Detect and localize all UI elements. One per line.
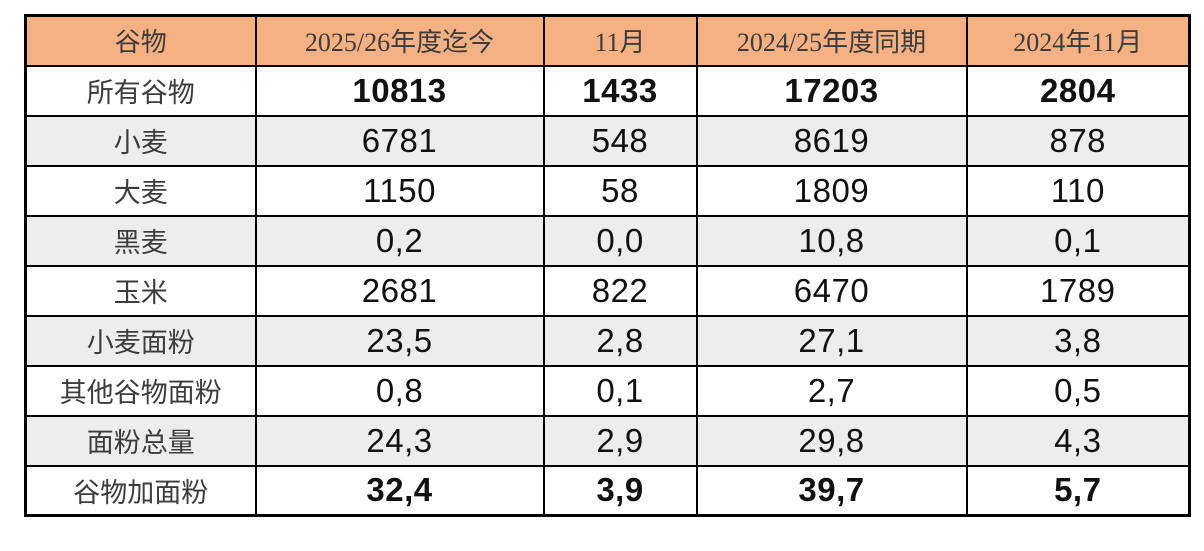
cell-value: 2,8	[542, 314, 698, 367]
column-header: 2024年11月	[965, 14, 1191, 67]
row-label: 小麦	[24, 114, 257, 167]
row-label: 玉米	[24, 264, 257, 317]
cell-value: 1809	[695, 164, 968, 217]
column-header: 谷物	[24, 14, 257, 67]
cell-value: 0,1	[542, 364, 698, 417]
row-label: 谷物加面粉	[24, 464, 257, 517]
cell-value: 2681	[254, 264, 545, 317]
cell-value: 0,1	[965, 214, 1191, 267]
cell-value: 3,9	[542, 464, 698, 517]
row-label: 所有谷物	[24, 64, 257, 117]
table-header: 谷物 2025/26年度迄今 11月 2024/25年度同期 2024年11月	[24, 14, 1191, 67]
column-header: 2025/26年度迄今	[254, 14, 545, 67]
table-row: 谷物加面粉 32,4 3,9 39,7 5,7	[24, 464, 1191, 517]
cell-value: 8619	[695, 114, 968, 167]
table-row: 大麦 1150 58 1809 110	[24, 164, 1191, 217]
table-row: 小麦面粉 23,5 2,8 27,1 3,8	[24, 314, 1191, 367]
cell-value: 6470	[695, 264, 968, 317]
table-row: 小麦 6781 548 8619 878	[24, 114, 1191, 167]
cell-value: 10,8	[695, 214, 968, 267]
cell-value: 110	[965, 164, 1191, 217]
cell-value: 39,7	[695, 464, 968, 517]
cell-value: 822	[542, 264, 698, 317]
table-row: 面粉总量 24,3 2,9 29,8 4,3	[24, 414, 1191, 467]
cell-value: 0,0	[542, 214, 698, 267]
cell-value: 10813	[254, 64, 545, 117]
table-body: 所有谷物 10813 1433 17203 2804 小麦 6781 548 8619 878 大麦…	[24, 64, 1191, 517]
cell-value: 23,5	[254, 314, 545, 367]
header-row: 谷物 2025/26年度迄今 11月 2024/25年度同期 2024年11月	[24, 14, 1191, 67]
cell-value: 0,8	[254, 364, 545, 417]
cell-value: 29,8	[695, 414, 968, 467]
row-label: 大麦	[24, 164, 257, 217]
row-label: 小麦面粉	[24, 314, 257, 367]
cell-value: 5,7	[965, 464, 1191, 517]
table-row: 玉米 2681 822 6470 1789	[24, 264, 1191, 317]
cell-value: 548	[542, 114, 698, 167]
cell-value: 1433	[542, 64, 698, 117]
cell-value: 2,7	[695, 364, 968, 417]
cell-value: 17203	[695, 64, 968, 117]
cell-value: 2,9	[542, 414, 698, 467]
cell-value: 32,4	[254, 464, 545, 517]
cell-value: 27,1	[695, 314, 968, 367]
table-row: 其他谷物面粉 0,8 0,1 2,7 0,5	[24, 364, 1191, 417]
table-row: 所有谷物 10813 1433 17203 2804	[24, 64, 1191, 117]
column-header: 2024/25年度同期	[695, 14, 968, 67]
row-label: 面粉总量	[24, 414, 257, 467]
cell-value: 58	[542, 164, 698, 217]
cell-value: 2804	[965, 64, 1191, 117]
cell-value: 878	[965, 114, 1191, 167]
cell-value: 6781	[254, 114, 545, 167]
table-row: 黑麦 0,2 0,0 10,8 0,1	[24, 214, 1191, 267]
cell-value: 0,2	[254, 214, 545, 267]
column-header: 11月	[542, 14, 698, 67]
cell-value: 3,8	[965, 314, 1191, 367]
cell-value: 4,3	[965, 414, 1191, 467]
row-label: 其他谷物面粉	[24, 364, 257, 417]
cell-value: 24,3	[254, 414, 545, 467]
cell-value: 0,5	[965, 364, 1191, 417]
cell-value: 1789	[965, 264, 1191, 317]
grain-exports-table: 谷物 2025/26年度迄今 11月 2024/25年度同期 2024年11月 所有谷物…	[24, 14, 1191, 517]
row-label: 黑麦	[24, 214, 257, 267]
cell-value: 1150	[254, 164, 545, 217]
